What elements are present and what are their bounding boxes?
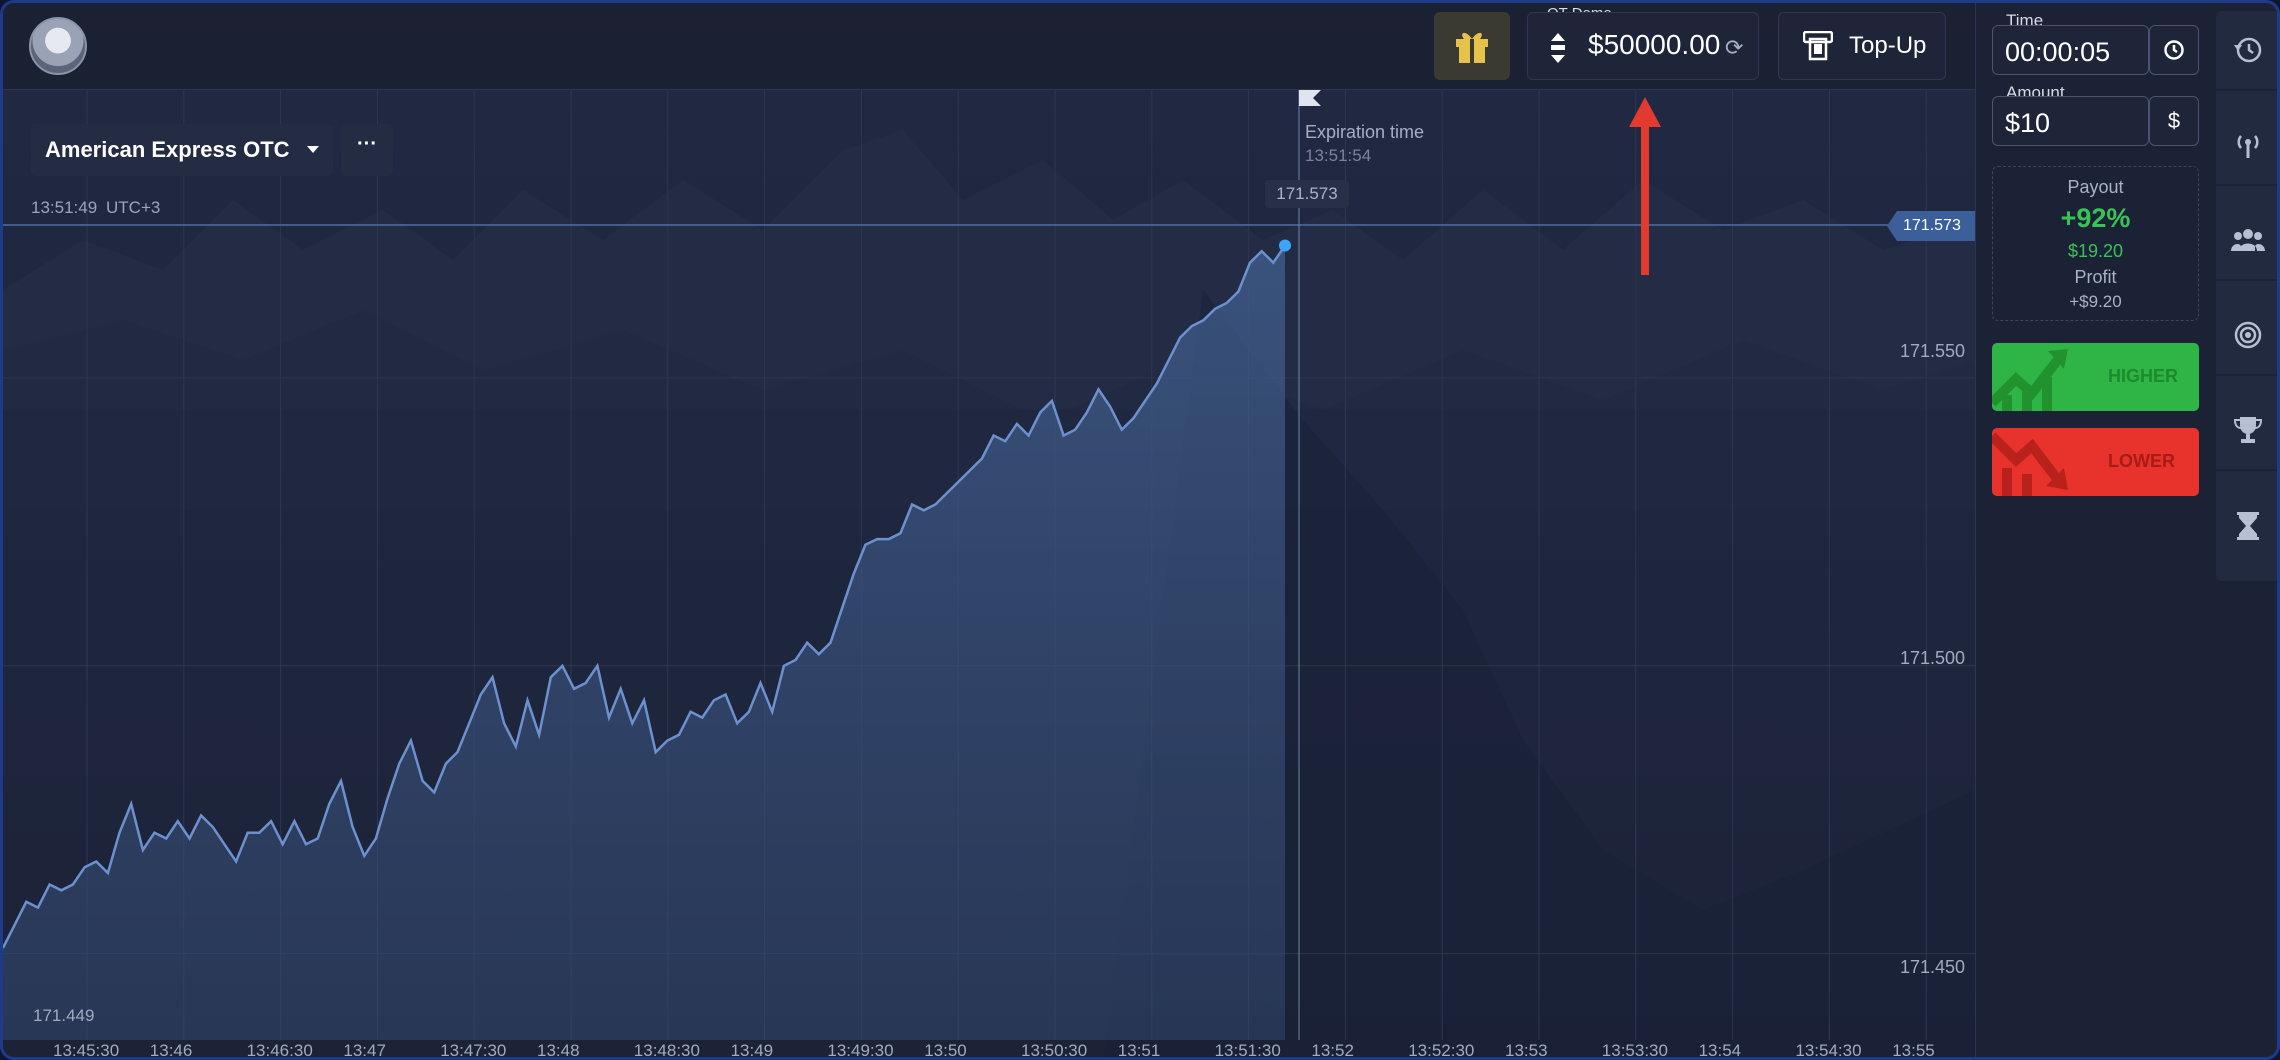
- x-tick: 13:50:30: [1021, 1041, 1088, 1060]
- clock-icon[interactable]: [2149, 25, 2199, 75]
- expiration-title: Expiration time: [1305, 122, 1425, 142]
- x-tick: 13:49: [730, 1041, 774, 1060]
- x-tick: 13:45:30: [53, 1041, 120, 1060]
- peak-value-label: 171.573: [1265, 180, 1349, 208]
- lower-label: LOWER: [2108, 451, 2175, 471]
- x-tick: 13:51:30: [1214, 1041, 1281, 1060]
- gift-icon: [1456, 32, 1488, 63]
- trade-panel: Time 00:00:05 Amount $10 $ Payout +92% $…: [1975, 3, 2215, 1057]
- x-tick: 13:55: [1892, 1041, 1935, 1060]
- target-icon[interactable]: [2216, 296, 2277, 376]
- x-tick: 13:54: [1698, 1041, 1742, 1060]
- topup-label: Top-Up: [1849, 32, 1927, 59]
- trend-up-icon: [1992, 349, 2068, 411]
- amount-field[interactable]: $10: [1992, 96, 2149, 146]
- x-tick: 13:46:30: [246, 1041, 313, 1060]
- signal-icon[interactable]: [2216, 106, 2277, 186]
- trend-down-icon: [1992, 432, 2068, 496]
- expiration-flag-icon: [1299, 90, 1321, 106]
- x-tick: 13:54:30: [1795, 1041, 1862, 1060]
- topup-button[interactable]: Top-Up: [1778, 12, 1946, 80]
- updown-icon: [1551, 33, 1565, 63]
- low-value-label: 171.449: [33, 1006, 95, 1025]
- balance-value: $50000.00: [1588, 29, 1721, 60]
- payout-box: Payout +92% $19.20 Profit +$9.20: [1992, 166, 2199, 321]
- payout-amount: $19.20: [2067, 241, 2124, 261]
- profit-value: +$9.20: [2069, 292, 2122, 311]
- payout-title: Payout: [2067, 177, 2124, 197]
- y-tick: 171.450: [1900, 957, 1966, 977]
- background-mountains: [3, 130, 1975, 1057]
- price-line: [3, 244, 1287, 949]
- refresh-icon[interactable]: ⟳: [1725, 35, 1744, 60]
- x-tick: 13:52:30: [1408, 1041, 1475, 1060]
- x-tick: 13:53: [1505, 1041, 1548, 1060]
- lower-button[interactable]: LOWER: [1992, 428, 2199, 496]
- history-icon[interactable]: [2216, 11, 2277, 91]
- x-tick: 13:47: [343, 1041, 386, 1060]
- price-chart[interactable]: American Express OTC ··· 13:51:49 UTC+3 …: [3, 90, 1975, 1060]
- currency-button[interactable]: $: [2149, 96, 2199, 146]
- y-tick: 171.550: [1900, 341, 1966, 361]
- hourglass-icon[interactable]: [2216, 486, 2277, 566]
- balance-selector[interactable]: $50000.00 ⟳: [1527, 12, 1759, 80]
- x-tick: 13:46: [149, 1041, 193, 1060]
- expiration-time: 13:51:54: [1305, 146, 1372, 165]
- x-tick: 13:51: [1117, 1041, 1161, 1060]
- trophy-icon[interactable]: [2216, 391, 2277, 471]
- x-tick: 13:48:30: [633, 1041, 700, 1060]
- time-field[interactable]: 00:00:05: [1992, 25, 2149, 75]
- annotation-arrow-icon: [1629, 97, 1661, 275]
- gift-button[interactable]: [1434, 12, 1510, 80]
- x-tick: 13:49:30: [827, 1041, 894, 1060]
- profit-title: Profit: [2074, 267, 2117, 287]
- x-tick: 13:50: [924, 1041, 967, 1060]
- avatar[interactable]: [29, 17, 87, 75]
- more-options-button[interactable]: ···: [341, 124, 393, 176]
- payout-percent: +92%: [2060, 203, 2131, 233]
- asset-selector[interactable]: American Express OTC: [31, 124, 333, 176]
- clock-time: 13:51:49: [31, 198, 98, 217]
- asset-label: American Express OTC: [45, 137, 290, 162]
- side-navigation: [2216, 11, 2277, 581]
- chart-plot: [3, 90, 1975, 1040]
- y-tick: 171.500: [1900, 648, 1966, 668]
- current-price-dot: [1279, 239, 1291, 252]
- x-tick: 13:48: [537, 1041, 580, 1060]
- x-tick: 13:47:30: [440, 1041, 507, 1060]
- timezone-label: UTC+3: [106, 198, 161, 217]
- atm-icon: [1803, 31, 1833, 61]
- community-icon[interactable]: [2216, 201, 2277, 281]
- current-price-tag: 171.573: [1887, 211, 1975, 241]
- amount-value: $10: [2005, 108, 2051, 138]
- price-area: [3, 245, 1285, 1040]
- higher-label: HIGHER: [2108, 366, 2179, 386]
- higher-button[interactable]: HIGHER: [1992, 343, 2199, 411]
- x-tick: 13:53:30: [1601, 1041, 1668, 1060]
- top-bar: QT Demo $50000.00 ⟳ Top-Up: [3, 3, 1975, 90]
- time-value: 00:00:05: [2005, 37, 2111, 67]
- caret-down-icon: [307, 146, 319, 153]
- x-tick: 13:52: [1311, 1041, 1354, 1060]
